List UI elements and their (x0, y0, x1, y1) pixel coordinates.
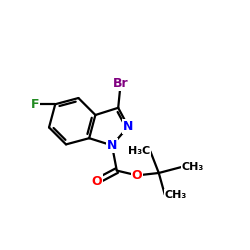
Text: N: N (107, 139, 117, 152)
Text: CH₃: CH₃ (165, 190, 187, 200)
Text: N: N (123, 120, 134, 133)
Text: Br: Br (113, 77, 128, 90)
Text: F: F (30, 98, 39, 111)
Text: CH₃: CH₃ (182, 162, 204, 172)
Text: O: O (132, 169, 142, 182)
Text: H₃C: H₃C (128, 146, 150, 156)
Text: O: O (91, 175, 102, 188)
